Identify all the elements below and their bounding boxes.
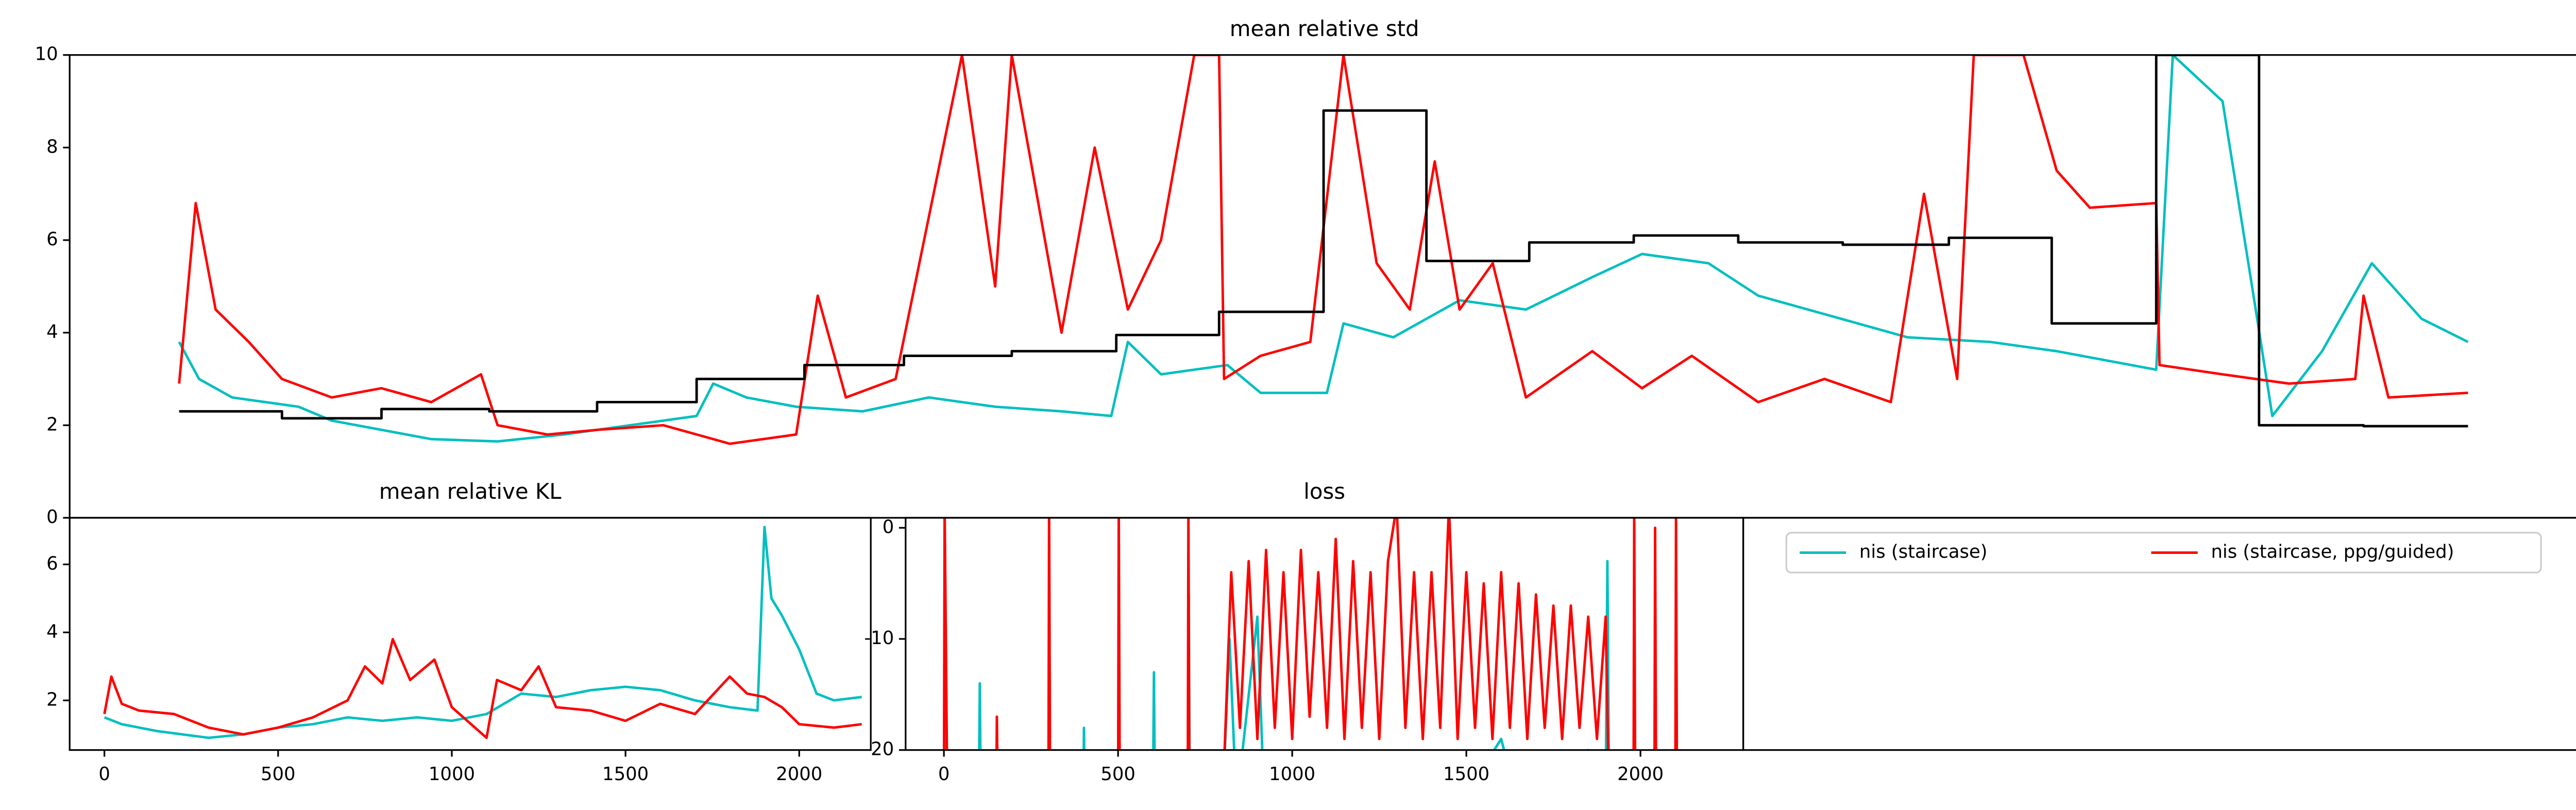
chart-title: loss [1303,479,1345,504]
legend-label: nis (staircase, ppg/guided) [2211,542,2454,563]
legend-label: nis (staircase) [1859,542,1988,563]
plot-area [178,55,2469,445]
line-series [178,55,2469,443]
x-tick-label: 1500 [602,764,649,785]
x-tick-label: 1000 [429,764,475,785]
x-tick-label: 0 [98,764,110,785]
x-tick-label: 1500 [1443,764,1489,785]
x-tick-label: 2000 [1617,764,1664,785]
y-tick-label: -20 [864,739,894,760]
y-tick-label: 0 [883,516,894,537]
x-tick-label: 500 [261,764,296,785]
x-tick-label: 500 [1100,764,1136,785]
y-tick-label: 6 [46,229,58,250]
x-tick-label: 0 [938,764,950,785]
line-series [103,638,862,739]
y-tick-label: 2 [46,414,58,435]
y-tick-label: 4 [46,621,58,642]
y-tick-label: 6 [46,553,58,574]
chart-title: mean relative KL [379,479,562,504]
y-tick-label: -10 [864,628,894,649]
y-tick-label: 10 [35,44,58,65]
y-tick-label: 2 [46,689,58,710]
axes-frame [905,517,1744,751]
line-series [179,55,2468,428]
plot-area [103,526,862,739]
plot-area [942,517,1679,750]
x-tick-label: 2000 [776,764,822,785]
line-series [178,55,2468,445]
axes-frame [69,517,872,751]
line-series [942,517,1679,750]
chart-title: mean relative std [1230,16,1419,41]
y-tick-label: 4 [46,322,58,343]
y-tick-label: 0 [46,507,58,528]
line-series [943,560,1610,750]
y-tick-label: 8 [46,136,58,157]
x-tick-label: 1000 [1269,764,1315,785]
